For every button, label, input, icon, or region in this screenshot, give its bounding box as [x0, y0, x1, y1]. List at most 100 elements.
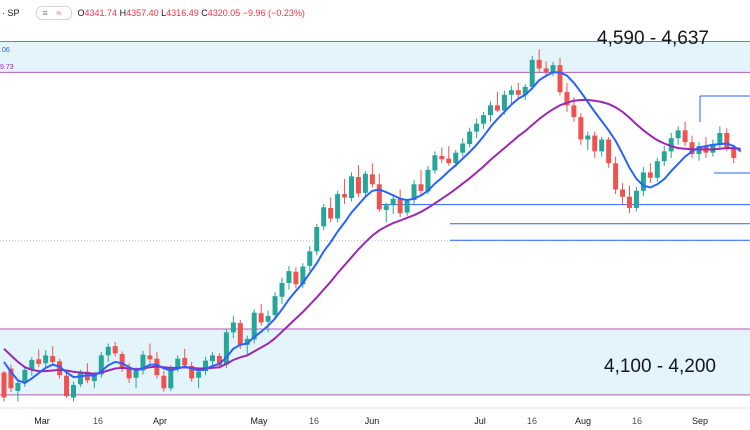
candle-body-43 — [300, 266, 306, 285]
candle-body-75 — [522, 86, 528, 95]
candle-body-93 — [647, 172, 653, 178]
x-tick-label: Aug — [575, 416, 591, 426]
candle-body-11 — [77, 371, 83, 385]
candle-body-97 — [675, 130, 681, 139]
ma-slow-value: 9.73 — [0, 64, 14, 71]
candle-body-65 — [453, 152, 459, 164]
toggle-pill[interactable]: ≡ ≈ — [35, 6, 72, 20]
candle-body-6 — [43, 355, 49, 364]
candle-body-33 — [230, 322, 236, 333]
candle-body-4 — [29, 359, 35, 370]
candle-body-82 — [571, 105, 577, 118]
candle-body-37 — [258, 313, 264, 323]
candle-body-30 — [210, 355, 215, 362]
candle-body-42 — [293, 271, 299, 285]
candle-body-64 — [446, 158, 452, 164]
candle-body-45 — [314, 227, 320, 252]
candle-body-2 — [15, 382, 21, 391]
candle-body-41 — [286, 271, 292, 283]
low-label: L — [161, 8, 167, 18]
candle-body-54 — [376, 184, 382, 210]
candle-body-50 — [349, 176, 354, 199]
candle-body-53 — [369, 174, 375, 185]
chevron-icon: ≡ — [42, 8, 48, 18]
candle-body-13 — [91, 375, 97, 382]
candle-body-78 — [543, 68, 549, 73]
ma-slow-line — [3, 99, 741, 375]
candle-body-74 — [515, 90, 521, 95]
candle-body-95 — [661, 151, 667, 162]
candle-body-47 — [328, 207, 334, 219]
open-label: O — [77, 8, 85, 18]
ma-fast-value: .06 — [0, 47, 10, 54]
candle-body-5 — [36, 359, 42, 364]
candle-body-58 — [404, 200, 410, 213]
high-label: H — [119, 8, 127, 18]
candle-body-77 — [536, 59, 542, 69]
candle-body-51 — [355, 177, 361, 194]
candle-body-89 — [620, 189, 626, 197]
approx-icon: ≈ — [56, 8, 62, 18]
candle-body-19 — [133, 371, 139, 378]
candle-body-25 — [175, 358, 181, 368]
candle-body-38 — [265, 315, 271, 322]
candle-body-104 — [724, 132, 730, 149]
candle-body-88 — [613, 163, 619, 190]
candle-body-35 — [244, 338, 250, 345]
candle-body-28 — [196, 371, 202, 378]
x-tick-label: Jun — [365, 416, 380, 426]
candle-body-8 — [57, 361, 63, 376]
zone-band-1 — [0, 329, 750, 395]
candle-body-68 — [474, 123, 480, 132]
x-tick-label: Apr — [153, 416, 167, 426]
candle-body-81 — [564, 92, 570, 106]
symbol-label[interactable]: · SP — [2, 8, 20, 18]
candle-body-60 — [418, 184, 424, 191]
x-tick-label: Jul — [474, 416, 486, 426]
candle-body-55 — [383, 205, 389, 210]
candle-body-36 — [251, 312, 257, 340]
candle-body-59 — [411, 184, 417, 201]
candle-body-57 — [397, 198, 403, 214]
candle-body-62 — [432, 155, 438, 171]
candle-body-7 — [50, 356, 56, 362]
candle-body-76 — [529, 59, 535, 87]
close-value: 4320.05 — [207, 8, 241, 18]
open-value: 4341.74 — [84, 8, 118, 18]
low-value: 4316.49 — [166, 8, 199, 18]
candle-body-31 — [216, 356, 222, 366]
candle-body-86 — [599, 139, 605, 152]
candle-body-46 — [321, 207, 327, 227]
candle-body-26 — [182, 357, 188, 366]
candle-body-87 — [606, 139, 612, 164]
candle-body-27 — [189, 365, 195, 379]
candle-body-80 — [557, 65, 563, 93]
candle-body-24 — [168, 368, 174, 389]
candle-body-83 — [578, 117, 584, 140]
candle-body-21 — [147, 355, 153, 360]
candle-body-85 — [592, 135, 598, 152]
candle-body-61 — [425, 169, 431, 192]
candle-body-29 — [203, 360, 209, 372]
candle-body-16 — [112, 346, 118, 354]
candle-body-23 — [161, 375, 167, 389]
candle-body-1 — [8, 368, 14, 389]
ohlc-header: · SP ≡ ≈ O 4341.74 H 4357.40 L 4316.49 C 432… — [0, 5, 305, 21]
candle-body-15 — [105, 346, 111, 356]
candle-body-32 — [223, 332, 229, 365]
close-label: C — [201, 8, 208, 18]
candle-body-105 — [731, 148, 737, 158]
zone-band-0 — [0, 41, 750, 73]
candle-body-66 — [460, 143, 466, 153]
change-value: −9.96 (−0.23%) — [242, 8, 305, 18]
candle-body-3 — [22, 369, 28, 382]
x-tick-label: May — [250, 416, 268, 426]
candle-body-73 — [508, 90, 514, 95]
candle-body-96 — [668, 138, 674, 152]
candle-body-91 — [633, 190, 639, 208]
candle-body-84 — [585, 135, 591, 140]
x-tick-label: Mar — [34, 416, 50, 426]
candle-body-49 — [342, 194, 348, 198]
candle-body-9 — [64, 375, 70, 397]
